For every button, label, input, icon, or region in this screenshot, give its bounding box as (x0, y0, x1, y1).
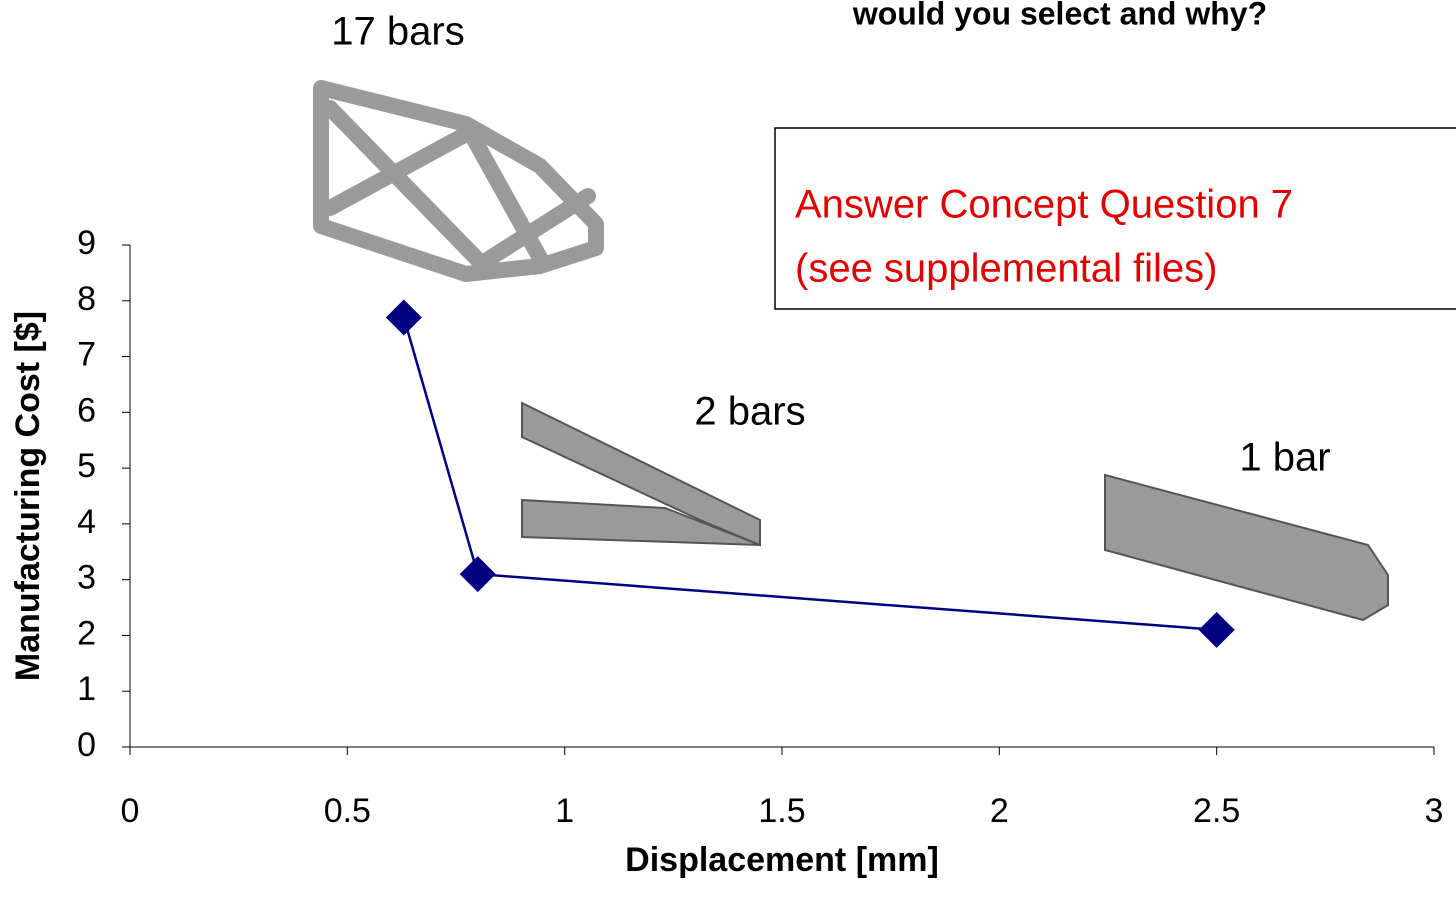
series-line (404, 318, 1217, 630)
y-tick-label: 9 (77, 224, 96, 262)
x-tick-label: 3 (1425, 792, 1444, 830)
x-tick-label: 2 (990, 792, 1009, 830)
y-tick-label: 0 (77, 726, 96, 764)
y-tick-label: 4 (77, 503, 96, 541)
y-axis-label: Manufacturing Cost [$] (9, 311, 47, 681)
y-tick-label: 2 (77, 614, 96, 652)
y-tick-label: 3 (77, 559, 96, 597)
annotation: 2 bars (694, 390, 805, 434)
y-tick-label: 1 (77, 670, 96, 708)
chart-title: would you select and why? (852, 0, 1267, 31)
x-tick-label: 1 (555, 792, 574, 830)
data-point (1199, 612, 1235, 648)
annotation: 1 bar (1239, 436, 1330, 480)
note-line: (see supplemental files) (795, 247, 1217, 291)
x-tick-label: 1.5 (758, 792, 805, 830)
x-tick-label: 0 (121, 792, 140, 830)
data-point (460, 556, 496, 592)
truss-17-bars (321, 88, 596, 274)
annotation: 17 bars (331, 10, 464, 54)
x-tick-label: 2.5 (1193, 792, 1240, 830)
truss-1-bar (1105, 475, 1388, 620)
x-axis-label: Displacement [mm] (625, 841, 939, 879)
data-point (386, 300, 422, 336)
y-tick-label: 8 (77, 280, 96, 318)
y-tick-label: 6 (77, 391, 96, 429)
chart: would you select and why? Displacement [… (0, 0, 1456, 917)
y-tick-label: 5 (77, 447, 96, 485)
page: {"chart_data": {"type": "line", "title":… (0, 0, 1456, 917)
y-tick-label: 7 (77, 336, 96, 374)
x-tick-label: 0.5 (324, 792, 371, 830)
note-line: Answer Concept Question 7 (795, 183, 1293, 227)
